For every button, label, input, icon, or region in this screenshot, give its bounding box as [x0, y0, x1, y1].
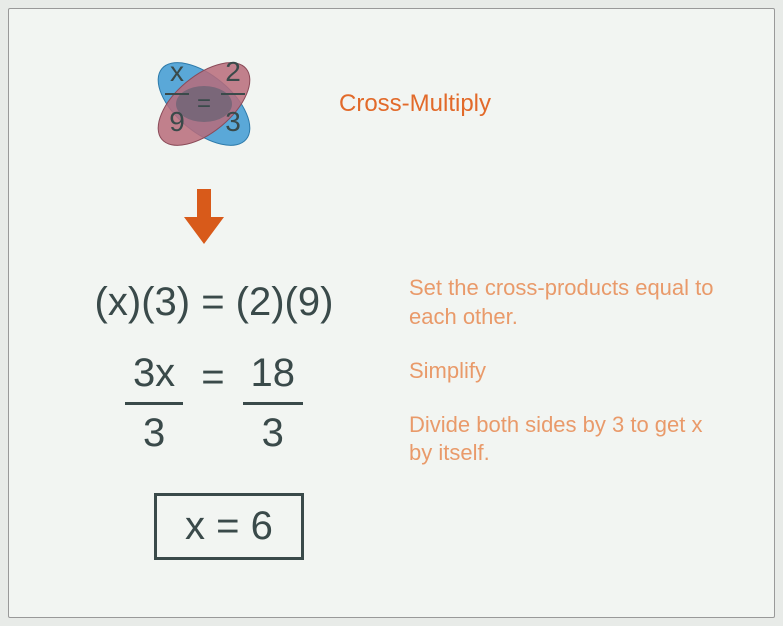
fraction-right: 18 3	[243, 351, 304, 456]
cross-multiply-row: x 9 = 2 3 Cross-Multiply	[119, 39, 734, 169]
venn-2: 2	[225, 56, 241, 87]
step1-row: (x)(3) = (2)(9) Set the cross-products e…	[49, 274, 734, 331]
venn-eq: =	[197, 90, 211, 117]
cross-multiply-label: Cross-Multiply	[339, 90, 491, 118]
divide-label: Divide both sides by 3 to get x by itsel…	[409, 411, 729, 468]
cross-product-equation: (x)(3) = (2)(9)	[49, 280, 379, 325]
answer-box: x = 6	[154, 493, 304, 560]
frac-left-bot: 3	[135, 411, 173, 456]
frac-left-top: 3x	[125, 351, 183, 396]
frac-bar	[243, 402, 304, 405]
fraction-equation: 3x 3 = 18 3	[49, 351, 379, 456]
venn-x: x	[170, 56, 184, 87]
step2-explain-stack: Simplify Divide both sides by 3 to get x…	[409, 357, 729, 468]
arrow-down-icon	[184, 189, 224, 244]
venn-9: 9	[169, 106, 185, 137]
step2-row: 3x 3 = 18 3 Simplify Divide both sides b…	[49, 351, 734, 468]
fraction-left: 3x 3	[125, 351, 183, 456]
frac-right-top: 18	[243, 351, 304, 396]
step1-explain: Set the cross-products equal to each oth…	[409, 274, 729, 331]
simplify-label: Simplify	[409, 357, 729, 386]
lesson-card: x 9 = 2 3 Cross-Multiply (x)(3) = (2)(9)…	[8, 8, 775, 618]
equals-sign: =	[201, 351, 224, 400]
frac-right-bot: 3	[254, 411, 292, 456]
venn-diagram: x 9 = 2 3	[119, 39, 289, 169]
frac-bar	[125, 402, 183, 405]
venn-3: 3	[225, 106, 241, 137]
